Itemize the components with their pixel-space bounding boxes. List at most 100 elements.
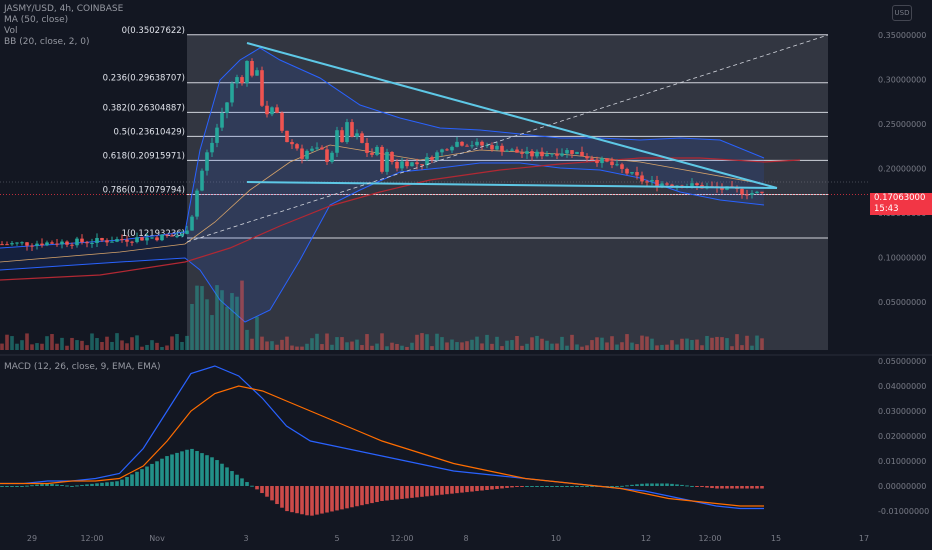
volume-bar xyxy=(445,342,449,350)
volume-bar xyxy=(30,344,34,350)
volume-bar xyxy=(195,285,199,350)
fib-level-label: 1(0.12193236) xyxy=(122,229,185,239)
symbol-title[interactable]: JASMY/USD, 4h, COINBASE xyxy=(4,4,124,14)
volume-bar xyxy=(455,342,459,350)
candle-body xyxy=(245,61,249,84)
macd-histogram-bar xyxy=(65,485,69,487)
dashed-trendline xyxy=(186,34,829,243)
macd-histogram-bar xyxy=(95,483,99,486)
volume-bar xyxy=(430,346,434,350)
candle-body xyxy=(115,239,119,242)
currency-button[interactable]: USD xyxy=(892,5,912,21)
candle-body xyxy=(535,151,539,157)
volume-bar xyxy=(515,335,519,350)
candle-body xyxy=(100,237,104,241)
volume-bar xyxy=(125,343,129,350)
volume-bar xyxy=(160,346,164,350)
candle-body xyxy=(660,183,664,187)
candle-body xyxy=(445,149,449,151)
volume-bar xyxy=(255,316,259,350)
macd-histogram-bar xyxy=(165,456,169,486)
candle-body xyxy=(80,238,84,243)
candle-body xyxy=(570,150,574,154)
volume-bar xyxy=(10,336,14,350)
candle-body xyxy=(185,230,189,234)
macd-histogram-bar xyxy=(60,484,64,486)
candle-body xyxy=(105,240,109,243)
candle-body xyxy=(120,239,124,241)
macd-histogram-bar xyxy=(575,486,579,487)
macd-histogram-bar xyxy=(75,485,79,487)
macd-histogram-bar xyxy=(100,482,104,486)
volume-bar xyxy=(240,280,244,350)
candle-body xyxy=(300,148,304,159)
macd-histogram-bar xyxy=(250,485,254,487)
volume-bar xyxy=(320,344,324,350)
candle-body xyxy=(5,244,9,246)
volume-bar xyxy=(535,335,539,350)
volume-bar xyxy=(450,339,454,350)
macd-histogram-bar xyxy=(290,486,294,513)
macd-histogram-bar xyxy=(370,486,374,504)
macd-histogram-bar xyxy=(0,486,4,487)
macd-histogram-bar xyxy=(130,474,134,486)
candle-body xyxy=(385,151,389,172)
macd-histogram-bar xyxy=(260,486,264,494)
time-axis-tick: 12:00 xyxy=(698,534,721,543)
volume-bar xyxy=(295,346,299,350)
macd-histogram-bar xyxy=(390,486,394,500)
macd-histogram-bar xyxy=(525,486,529,487)
volume-bar xyxy=(745,335,749,350)
volume-bar xyxy=(705,335,709,350)
candle-body xyxy=(440,149,444,153)
candle-body xyxy=(150,237,154,239)
last-price-value: 0.17063000 xyxy=(874,193,926,203)
candle-body xyxy=(425,157,429,166)
candle-body xyxy=(375,146,379,155)
volume-bar xyxy=(185,335,189,350)
ma-indicator-label[interactable]: MA (50, close) xyxy=(4,15,69,25)
macd-histogram-bar xyxy=(510,486,514,488)
macd-histogram-bar xyxy=(210,457,214,486)
volume-bar xyxy=(640,335,644,350)
candle-body xyxy=(505,150,509,152)
candle-body xyxy=(60,241,64,245)
macd-legend[interactable]: MACD (12, 26, close, 9, EMA, EMA) xyxy=(4,362,161,372)
volume-bar xyxy=(530,337,534,350)
bb-indicator-label[interactable]: BB (20, close, 2, 0) xyxy=(4,37,90,47)
volume-bar xyxy=(630,342,634,350)
macd-histogram-bar xyxy=(405,486,409,499)
macd-histogram-bar xyxy=(550,486,554,487)
volume-bar xyxy=(60,337,64,350)
volume-bar xyxy=(50,334,54,350)
candle-body xyxy=(85,242,89,244)
macd-histogram-bar xyxy=(475,486,479,492)
volume-bar xyxy=(355,339,359,350)
candle-body xyxy=(595,159,599,164)
macd-histogram-bar xyxy=(675,484,679,486)
volume-indicator-label[interactable]: Vol xyxy=(4,26,18,36)
candle-body xyxy=(635,172,639,176)
candle-body xyxy=(250,61,254,76)
macd-histogram-bar xyxy=(175,452,179,486)
time-axis-tick: 3 xyxy=(243,534,248,543)
candle-body xyxy=(575,151,579,154)
candle-body xyxy=(145,237,149,241)
time-axis-tick: 15 xyxy=(771,534,781,543)
candle-body xyxy=(25,242,29,246)
macd-histogram-bar xyxy=(450,486,454,494)
macd-histogram-bar xyxy=(660,483,664,486)
price-axis-tick: 0.30000000 xyxy=(878,76,926,85)
candle-body xyxy=(750,193,754,195)
bar-countdown: 15:43 xyxy=(874,204,899,214)
candle-body xyxy=(540,151,544,157)
macd-histogram-bar xyxy=(400,486,404,499)
candle-body xyxy=(520,152,524,154)
candle-body xyxy=(165,234,169,236)
volume-bar xyxy=(460,342,464,350)
macd-histogram-bar xyxy=(420,486,424,497)
macd-histogram-bar xyxy=(685,485,689,487)
candle-body xyxy=(40,243,44,246)
macd-histogram-bar xyxy=(240,478,244,486)
